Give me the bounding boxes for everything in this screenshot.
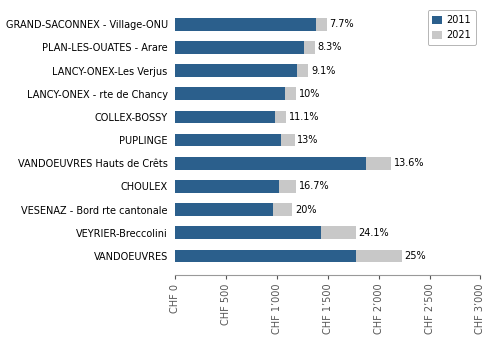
Bar: [304, 41, 315, 54]
Bar: [279, 180, 297, 193]
Bar: [175, 41, 304, 54]
Bar: [273, 203, 293, 216]
Bar: [321, 226, 356, 239]
Bar: [175, 157, 365, 170]
Bar: [175, 87, 285, 100]
Text: 7.7%: 7.7%: [329, 19, 354, 29]
Text: 24.1%: 24.1%: [358, 228, 389, 238]
Bar: [175, 226, 321, 239]
Text: 25%: 25%: [404, 251, 426, 261]
Text: 20%: 20%: [295, 205, 317, 215]
Bar: [175, 203, 273, 216]
Bar: [175, 110, 275, 123]
Bar: [175, 64, 298, 77]
Bar: [316, 18, 327, 31]
Bar: [365, 157, 391, 170]
Text: 9.1%: 9.1%: [311, 66, 335, 75]
Bar: [275, 110, 286, 123]
Bar: [298, 64, 308, 77]
Bar: [281, 134, 295, 147]
Text: 10%: 10%: [299, 89, 320, 99]
Legend: 2011, 2021: 2011, 2021: [428, 11, 476, 45]
Text: 8.3%: 8.3%: [318, 42, 342, 52]
Text: 11.1%: 11.1%: [289, 112, 319, 122]
Bar: [285, 87, 296, 100]
Bar: [175, 134, 281, 147]
Text: 16.7%: 16.7%: [299, 182, 329, 191]
Bar: [175, 18, 316, 31]
Bar: [175, 180, 279, 193]
Text: 13%: 13%: [298, 135, 319, 145]
Bar: [356, 250, 402, 262]
Bar: [175, 250, 356, 262]
Text: 13.6%: 13.6%: [394, 158, 424, 168]
